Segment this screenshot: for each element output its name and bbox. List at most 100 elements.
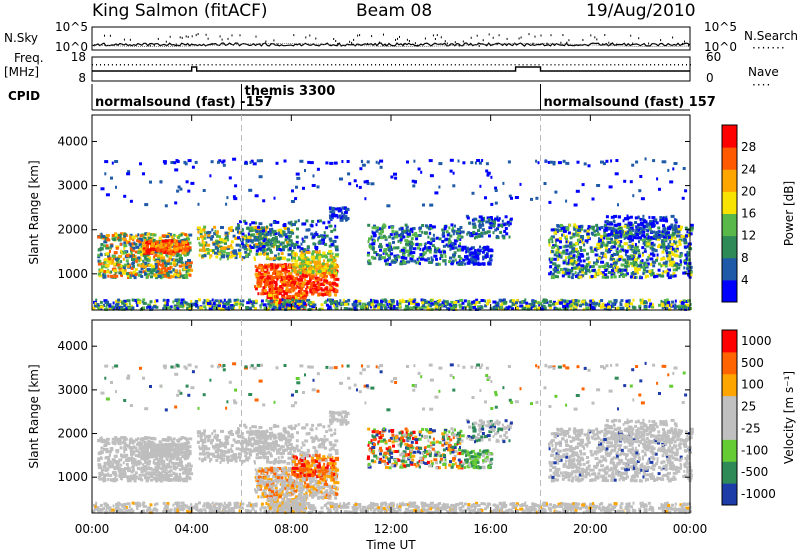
velocity-pixel (624, 456, 627, 460)
power-pixel (594, 270, 597, 274)
power-pixel (583, 248, 586, 252)
velocity-pixel (274, 439, 278, 443)
power-pixel (610, 245, 614, 249)
velocity-pixel (338, 413, 341, 417)
velocity-pixel (417, 437, 422, 441)
power-pixel (156, 260, 160, 263)
velocity-pixel (614, 442, 618, 446)
velocity-pixel (171, 439, 174, 443)
power-pixel (640, 263, 642, 267)
velocity-pixel (157, 471, 161, 475)
velocity-pixel (429, 441, 433, 445)
velocity-pixel (573, 431, 576, 435)
power-pixel (480, 223, 485, 227)
velocity-pixel (467, 435, 471, 438)
power-pixel (634, 243, 637, 246)
velocity-pixel (572, 463, 576, 467)
power-pixel (234, 236, 239, 240)
power-pixel (275, 239, 278, 243)
velocity-pixel (373, 454, 378, 458)
power-pixel (375, 229, 379, 233)
power-pixel (111, 258, 115, 262)
power-pixel (141, 253, 145, 257)
velocity-pixel (565, 455, 569, 459)
power-pixel (282, 248, 285, 252)
power-pixel (497, 223, 502, 227)
power-pixel (100, 265, 105, 269)
velocity-pixel (590, 453, 594, 457)
velocity-pixel (660, 467, 663, 471)
power-pixel (382, 251, 385, 255)
velocity-pixel (146, 436, 149, 440)
velocity-pixel (243, 440, 247, 444)
power-pixel (263, 252, 266, 256)
velocity-pixel (377, 457, 380, 460)
velocity-pixel (234, 440, 239, 444)
velocity-pixel (406, 447, 410, 450)
velocity-pixel (286, 431, 290, 435)
velocity-pixel (183, 477, 188, 481)
velocity-pixel (274, 444, 277, 447)
power-pixel (122, 251, 127, 255)
velocity-pixel (452, 446, 457, 450)
power-pixel (436, 247, 440, 251)
power-pixel (299, 249, 302, 253)
velocity-pixel (265, 445, 269, 449)
velocity-pixel (237, 440, 240, 443)
power-pixel (616, 247, 619, 251)
power-pixel (408, 248, 412, 252)
power-pixel (619, 255, 623, 259)
velocity-pixel (624, 468, 629, 472)
power-pixel (238, 231, 242, 235)
power-pixel (590, 247, 593, 251)
power-pixel (415, 243, 419, 247)
velocity-pixel (127, 479, 129, 483)
velocity-pixel (171, 456, 175, 460)
power-pixel (439, 250, 443, 254)
power-pixel (204, 233, 207, 237)
power-pixel (229, 226, 233, 229)
velocity-pixel (497, 429, 500, 433)
velocity-pixel (387, 460, 391, 464)
power-pixel (682, 271, 687, 275)
velocity-pixel (662, 473, 665, 477)
power-pixel (501, 219, 504, 223)
power-pixel (416, 246, 420, 250)
velocity-pixel (473, 459, 477, 463)
power-pixel (377, 253, 380, 257)
velocity-pixel (611, 444, 615, 448)
power-pixel (606, 237, 611, 241)
velocity-pixel (394, 450, 399, 453)
velocity-pixel (108, 465, 112, 469)
velocity-pixel (135, 438, 139, 442)
velocity-pixel (281, 445, 285, 449)
velocity-pixel (590, 478, 594, 482)
power-pixel (160, 263, 165, 267)
velocity-pixel (409, 433, 412, 437)
velocity-pixel (411, 433, 414, 437)
power-pixel (124, 269, 127, 272)
power-pixel (132, 264, 135, 268)
power-pixel (461, 248, 465, 252)
velocity-pixel (329, 418, 331, 422)
velocity-pixel (448, 430, 451, 434)
velocity-pixel (212, 454, 214, 458)
power-pixel (155, 270, 160, 274)
velocity-pixel (459, 429, 463, 433)
velocity-pixel (577, 469, 581, 473)
velocity-pixel (421, 427, 425, 431)
power-pixel (157, 275, 162, 278)
power-pixel (107, 274, 110, 278)
power-pixel (405, 225, 409, 229)
velocity-pixel (254, 446, 259, 450)
velocity-pixel (126, 468, 130, 472)
power-pixel (428, 250, 432, 254)
velocity-pixel (246, 430, 250, 434)
velocity-pixel (418, 459, 421, 463)
power-pixel (565, 252, 569, 256)
power-pixel (176, 273, 180, 277)
velocity-pixel (292, 426, 296, 430)
velocity-pixel (595, 450, 598, 454)
power-pixel (604, 263, 608, 267)
velocity-pixel (637, 467, 641, 471)
